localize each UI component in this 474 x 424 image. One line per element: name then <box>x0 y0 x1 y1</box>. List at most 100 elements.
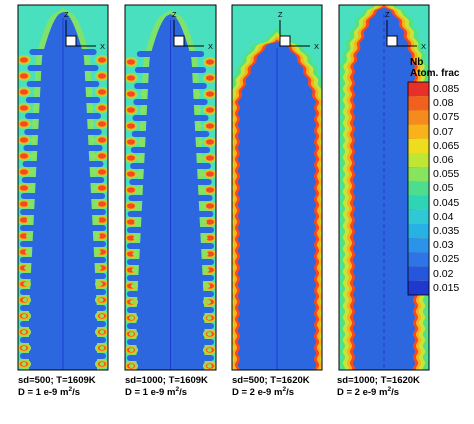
secondary-arm <box>63 145 103 151</box>
droplet-core <box>98 217 106 223</box>
legend-frame <box>407 81 430 296</box>
secondary-arm <box>170 51 205 57</box>
secondary-arm <box>127 323 171 329</box>
legend-tick-label: 0.025 <box>433 253 460 266</box>
droplet-core <box>98 57 106 63</box>
inner-droplet <box>88 106 94 110</box>
secondary-arm <box>26 81 64 87</box>
inner-droplet <box>30 138 36 142</box>
inner-droplet <box>130 300 136 304</box>
secondary-arm <box>127 259 171 265</box>
droplet-core <box>98 201 106 207</box>
secondary-arm <box>20 193 63 199</box>
secondary-arm <box>170 163 211 169</box>
secondary-arm <box>170 291 214 297</box>
color-legend <box>407 81 430 296</box>
droplet-core <box>20 57 28 63</box>
secondary-arm <box>128 195 171 201</box>
inner-droplet <box>129 348 134 352</box>
inner-droplet <box>138 140 144 144</box>
secondary-arm <box>127 355 171 361</box>
legend-swatch <box>408 96 429 111</box>
secondary-arm <box>132 115 171 121</box>
legend-tick-label: 0.015 <box>433 281 460 294</box>
inner-droplet <box>24 266 30 270</box>
secondary-arm <box>170 227 214 233</box>
secondary-arm <box>63 81 100 87</box>
panel-4-caption: sd=1000; T=1620K D = 2 e-9 m2/s <box>337 375 420 399</box>
droplet-core <box>127 91 135 97</box>
inner-droplet <box>90 138 96 142</box>
axes-icon-1: ZX <box>64 10 105 51</box>
inner-droplet <box>132 252 138 256</box>
secondary-arm <box>127 243 171 249</box>
droplet-core <box>206 251 214 257</box>
inner-droplet <box>96 250 102 254</box>
droplet-core <box>20 153 28 159</box>
secondary-arm <box>63 337 106 343</box>
secondary-arm <box>20 273 63 279</box>
legend-swatch <box>408 195 429 210</box>
droplet-core <box>20 105 28 111</box>
inner-droplet <box>133 236 139 240</box>
inner-droplet <box>92 186 98 190</box>
simulation-panel-2 <box>125 5 216 370</box>
inner-droplet <box>207 364 212 368</box>
inner-droplet <box>98 298 104 302</box>
secondary-arm <box>63 225 106 231</box>
legend-swatch <box>408 224 429 239</box>
inner-droplet <box>94 218 100 222</box>
secondary-arm <box>63 321 106 327</box>
z-axis-label: Z <box>172 10 177 19</box>
x-axis-label: X <box>208 42 213 51</box>
inner-droplet <box>205 284 211 288</box>
droplet-core <box>127 123 135 129</box>
droplet-core <box>206 203 214 209</box>
inner-droplet <box>99 330 105 334</box>
legend-title-line1: Nb <box>410 57 424 68</box>
secondary-arm <box>20 353 63 359</box>
inner-droplet <box>97 282 103 286</box>
droplet-core <box>127 235 135 241</box>
secondary-arm <box>127 291 171 297</box>
secondary-arm <box>127 339 171 345</box>
secondary-arm <box>23 145 64 151</box>
legend-swatch <box>408 181 429 196</box>
inner-droplet <box>206 316 212 320</box>
inner-droplet <box>29 170 35 174</box>
legend-tick-label: 0.035 <box>433 225 460 237</box>
legend-tick-label: 0.08 <box>433 97 454 110</box>
inner-droplet <box>135 188 141 192</box>
secondary-arm <box>131 131 171 137</box>
secondary-arm <box>20 209 64 215</box>
panel-4-caption-line2: D = 2 e-9 m2/s <box>337 385 399 398</box>
legend-tick-label: 0.02 <box>433 267 454 280</box>
inner-droplet <box>21 362 27 366</box>
legend-title-line2: Atom. frac <box>410 68 460 79</box>
inner-droplet <box>197 124 203 128</box>
inner-droplet <box>91 170 97 174</box>
secondary-arm <box>170 179 212 185</box>
inner-droplet <box>207 332 212 336</box>
secondary-arm <box>170 339 214 345</box>
panel-4-caption-line1: sd=1000; T=1620K <box>337 375 420 386</box>
inner-droplet <box>139 108 145 112</box>
inner-droplet <box>22 298 28 302</box>
legend-tick-label: 0.07 <box>433 125 454 138</box>
droplet-core <box>20 233 28 239</box>
legend-swatch <box>408 238 429 253</box>
droplet-core <box>127 171 135 177</box>
secondary-arm <box>170 355 214 361</box>
inner-droplet <box>204 268 210 272</box>
secondary-arm <box>170 195 213 201</box>
secondary-arm <box>25 97 63 103</box>
secondary-arm <box>29 49 63 55</box>
secondary-arm <box>127 307 171 313</box>
secondary-arm <box>63 193 106 199</box>
inner-droplet <box>129 316 135 320</box>
secondary-arm <box>20 289 63 295</box>
droplet-core <box>98 89 106 95</box>
droplet-core <box>206 155 214 161</box>
